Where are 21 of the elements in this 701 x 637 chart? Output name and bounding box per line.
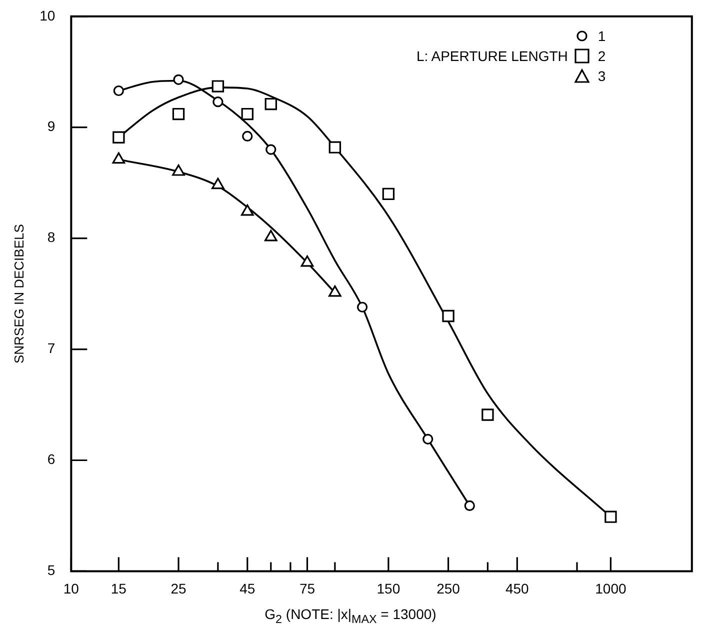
- x-tick-label: 25: [170, 580, 187, 596]
- x-tick-label: 10: [63, 580, 80, 596]
- y-axis-title: SNRSEG IN DECIBELS: [11, 224, 26, 364]
- x-tick-label: 250: [436, 580, 460, 596]
- x-tick-label: 75: [299, 580, 316, 596]
- x-tick-label: 45: [240, 580, 256, 596]
- x-axis-title: G$_{2}$ (NOTE: |x|$_{MAX}$ = 13000): [264, 606, 438, 626]
- x-tick-label: 150: [376, 580, 400, 596]
- legend-title: L: APERTURE LENGTH: [416, 48, 568, 64]
- legend-label: 3: [598, 68, 607, 84]
- legend-label: 1: [598, 28, 607, 44]
- y-tick-label: 10: [40, 7, 56, 24]
- y-tick-label: 5: [47, 562, 56, 578]
- y-tick-label: 9: [47, 118, 56, 134]
- legend-label: 2: [598, 48, 607, 64]
- x-tick-label: 15: [110, 580, 127, 596]
- x-tick-label: 1000: [595, 580, 626, 596]
- x-tick-label: 450: [505, 580, 530, 596]
- y-tick-label: 6: [47, 451, 56, 468]
- y-tick-label: 8: [47, 229, 56, 246]
- y-tick-label: 7: [47, 340, 56, 356]
